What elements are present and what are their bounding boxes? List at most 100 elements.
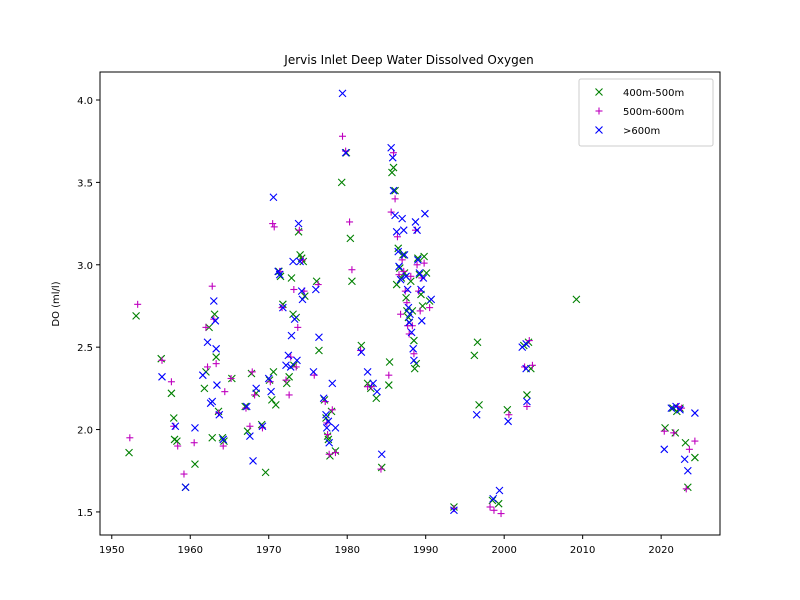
legend-label: 500m-600m xyxy=(623,107,684,118)
data-point xyxy=(413,255,422,264)
data-point xyxy=(505,411,513,419)
data-point xyxy=(410,350,418,358)
data-point xyxy=(407,272,415,280)
data-point xyxy=(285,391,293,399)
y-axis: 1.5 2.0 2.5 3.0 3.5 4.0 xyxy=(77,96,100,519)
data-point xyxy=(389,163,398,172)
data-point xyxy=(319,394,328,403)
data-point xyxy=(413,226,421,235)
x-tick-label: 1980 xyxy=(334,545,359,556)
data-point xyxy=(242,402,251,411)
data-point xyxy=(324,417,333,426)
data-point xyxy=(215,410,224,419)
data-point xyxy=(391,195,399,203)
data-point xyxy=(690,453,699,462)
data-point xyxy=(426,304,434,312)
data-point xyxy=(399,226,408,235)
y-tick-label: 1.5 xyxy=(77,508,93,519)
data-point xyxy=(249,456,257,465)
data-point xyxy=(287,274,296,282)
data-point xyxy=(416,307,424,315)
data-point xyxy=(399,251,407,259)
data-point xyxy=(398,214,407,223)
data-point xyxy=(404,303,413,312)
data-point xyxy=(339,132,347,140)
data-point xyxy=(395,271,403,279)
data-point xyxy=(270,223,278,231)
data-point xyxy=(394,247,403,256)
data-point xyxy=(410,356,418,365)
data-point xyxy=(405,318,414,327)
y-tick-label: 4.0 xyxy=(77,96,93,107)
data-point xyxy=(278,304,286,312)
data-point xyxy=(278,303,287,312)
y-tick-label: 2.0 xyxy=(77,426,93,437)
data-point xyxy=(489,494,498,503)
data-point xyxy=(346,218,354,226)
data-point xyxy=(325,450,333,458)
data-point xyxy=(322,424,331,432)
data-point xyxy=(265,376,274,385)
data-point xyxy=(417,316,426,325)
data-point xyxy=(271,400,280,409)
data-point xyxy=(221,388,229,396)
data-point xyxy=(377,463,386,472)
data-point xyxy=(475,400,483,409)
x-tick-label: 2000 xyxy=(491,545,516,556)
data-point xyxy=(285,372,294,381)
data-point xyxy=(366,384,375,393)
data-point xyxy=(208,397,217,406)
data-point xyxy=(282,376,290,384)
data-point xyxy=(180,470,188,478)
data-point xyxy=(276,272,285,281)
data-point xyxy=(420,259,428,267)
data-point xyxy=(387,143,396,152)
data-point xyxy=(267,387,275,396)
data-point xyxy=(473,338,482,347)
data-point xyxy=(417,285,425,294)
data-point xyxy=(173,437,181,445)
x-tick-label: 2020 xyxy=(648,545,673,556)
data-point xyxy=(407,328,416,337)
data-point xyxy=(685,445,693,453)
data-point xyxy=(157,354,166,363)
data-point xyxy=(680,455,689,464)
data-point xyxy=(402,272,410,281)
data-point xyxy=(269,220,277,228)
data-point xyxy=(331,449,339,457)
data-point xyxy=(488,496,497,505)
data-point xyxy=(200,384,209,393)
y-tick-label: 3.5 xyxy=(77,178,93,189)
data-point xyxy=(497,510,505,518)
data-point xyxy=(342,148,351,157)
data-point xyxy=(290,285,298,293)
data-point xyxy=(167,378,175,386)
data-point xyxy=(410,364,419,373)
data-point xyxy=(377,450,386,459)
data-point xyxy=(403,299,411,307)
data-point xyxy=(171,422,180,431)
x-axis: 1950 1960 1970 1980 1990 2000 2010 2020 xyxy=(99,535,674,556)
data-point xyxy=(269,367,278,376)
data-point xyxy=(384,381,393,389)
data-point xyxy=(691,437,699,445)
data-point xyxy=(331,424,340,432)
data-point xyxy=(328,379,337,388)
data-point xyxy=(363,367,372,376)
x-tick-label: 1960 xyxy=(178,545,203,556)
data-point xyxy=(450,506,458,515)
data-point xyxy=(420,252,429,261)
data-point xyxy=(257,420,266,429)
data-point xyxy=(522,364,531,373)
data-point xyxy=(190,439,198,447)
x-tick-label: 1990 xyxy=(413,545,438,556)
data-point xyxy=(387,208,395,216)
data-point xyxy=(269,193,278,202)
data-point xyxy=(681,438,690,447)
y-tick-label: 3.0 xyxy=(77,261,93,272)
data-point xyxy=(357,341,366,350)
data-point xyxy=(181,483,190,492)
data-point xyxy=(158,356,166,364)
data-point xyxy=(372,394,381,403)
data-point xyxy=(210,310,219,319)
